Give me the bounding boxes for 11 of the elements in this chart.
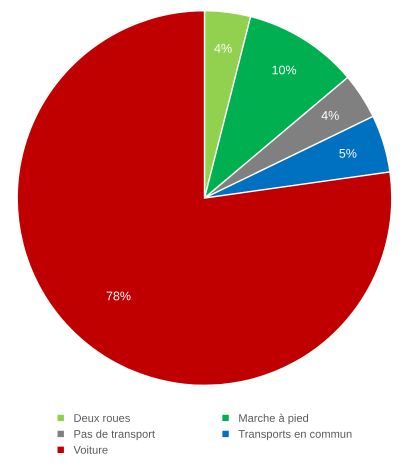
data-label: 4%: [214, 44, 232, 53]
legend-label: Voiture: [74, 446, 108, 454]
data-label: 78%: [106, 292, 131, 300]
legend-label: Deux roues: [74, 414, 130, 422]
data-label: 10%: [272, 66, 296, 74]
pie-slice: [16, 10, 392, 386]
data-label: 4%: [321, 111, 339, 120]
data-label: 5%: [339, 148, 356, 158]
legend-label: Transports en commun: [238, 430, 352, 440]
legend-label: Marche à pied: [239, 414, 308, 424]
legend-label: Pas de transport: [74, 430, 155, 440]
